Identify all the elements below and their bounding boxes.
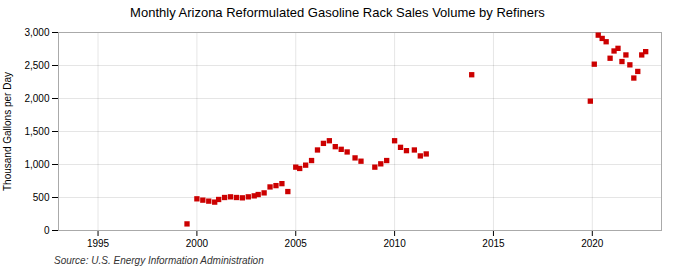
svg-text:1,500: 1,500 xyxy=(24,126,49,137)
svg-text:2,500: 2,500 xyxy=(24,60,49,71)
svg-text:2005: 2005 xyxy=(285,238,308,249)
html-text:Monthly Arizona Reformulated G: Monthly Arizona Reformulated Gasoline Ra… xyxy=(130,5,545,20)
svg-text:500: 500 xyxy=(33,192,50,203)
svg-text:0: 0 xyxy=(44,225,50,236)
html-text:Source: U.S. Energy Informatio: Source: U.S. Energy Information Administ… xyxy=(54,255,264,266)
svg-text:2000: 2000 xyxy=(186,238,209,249)
svg-text:2010: 2010 xyxy=(383,238,406,249)
svg-text:2015: 2015 xyxy=(482,238,505,249)
svg-text:2,000: 2,000 xyxy=(24,93,49,104)
svg-text:2020: 2020 xyxy=(581,238,604,249)
svg-text:3,000: 3,000 xyxy=(24,27,49,38)
svg-text:1,000: 1,000 xyxy=(24,159,49,170)
svg-text:1995: 1995 xyxy=(87,238,110,249)
svg-text:Thousand Gallons per Day: Thousand Gallons per Day xyxy=(2,72,13,191)
